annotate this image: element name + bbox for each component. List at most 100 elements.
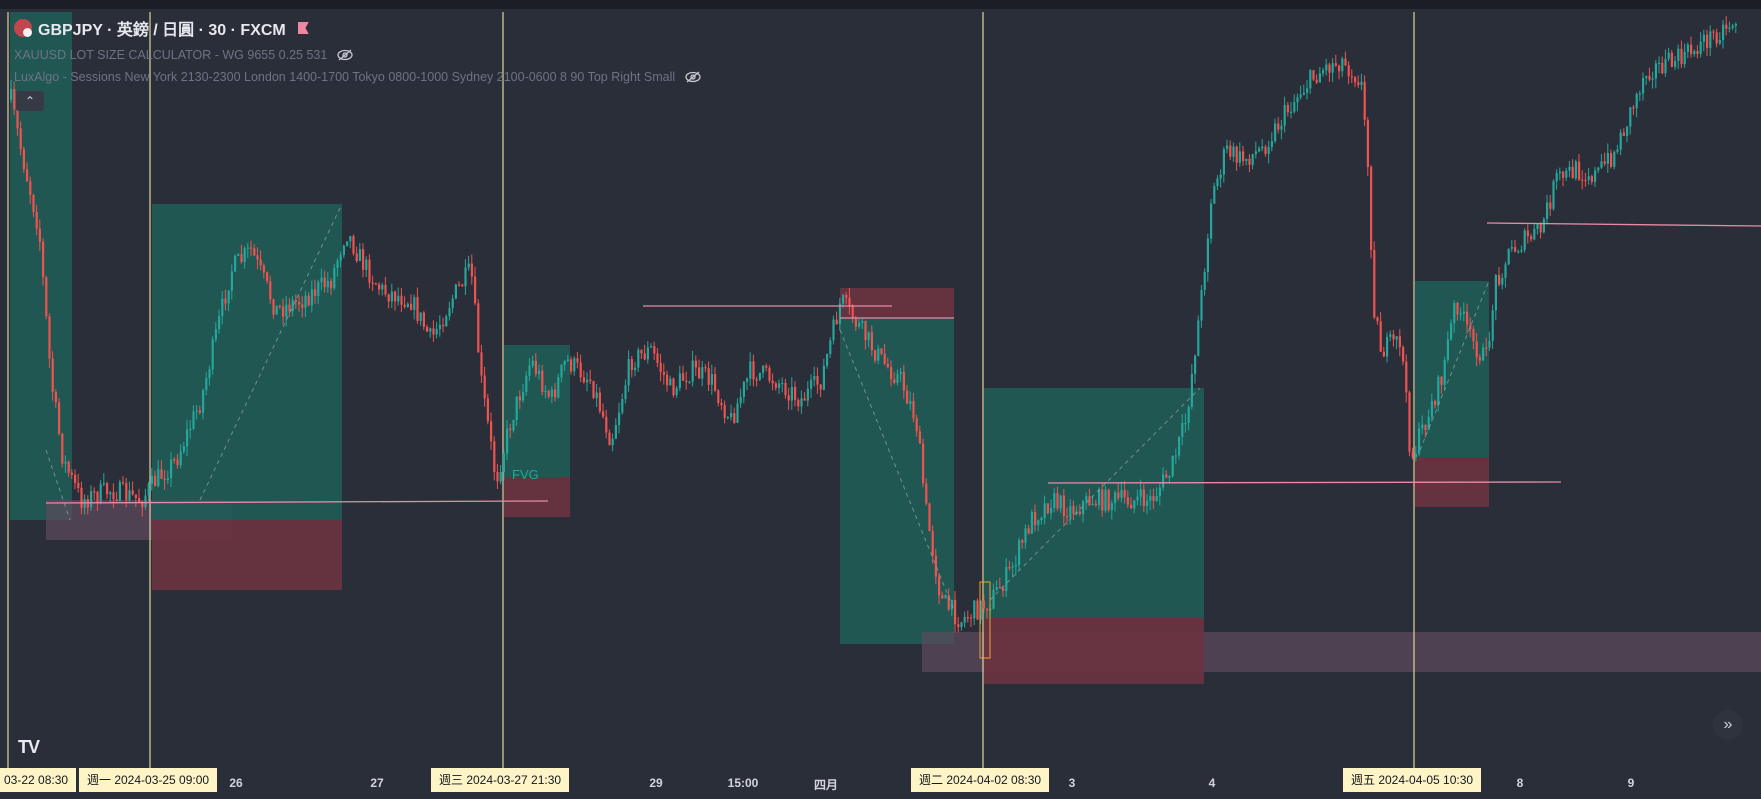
candle-body — [54, 391, 57, 403]
tradingview-logo[interactable]: TV — [18, 737, 40, 757]
candle-body — [1600, 161, 1603, 168]
candle-body — [1002, 588, 1005, 591]
candle-body — [355, 253, 358, 262]
candle-body — [205, 377, 208, 391]
candle-body — [1309, 70, 1312, 89]
time-axis[interactable]: 26 27 29 15:00 四月 3 4 8 9 03-22 08:30 週一… — [0, 768, 1761, 799]
candle-body — [912, 401, 915, 419]
candle-body — [282, 306, 285, 317]
candle-body — [678, 373, 681, 389]
position-boxes — [10, 12, 1761, 684]
candle-body — [845, 294, 848, 298]
collapse-legend-button[interactable]: ⌃ — [16, 91, 44, 111]
candle-body — [22, 148, 25, 170]
candle-body — [1325, 64, 1328, 71]
candle-body — [755, 379, 758, 381]
candle-body — [240, 254, 243, 262]
candle-body — [1610, 153, 1613, 167]
eye-off-icon[interactable] — [337, 49, 353, 61]
trade-line — [199, 203, 343, 501]
candle-body — [61, 433, 64, 464]
candle-body — [970, 617, 973, 619]
candle-body — [1229, 145, 1232, 157]
candle-body — [1402, 347, 1405, 362]
fvg-label: FVG — [512, 467, 539, 482]
candle-body — [1040, 517, 1043, 521]
candle-body — [1171, 455, 1174, 477]
candle-body — [234, 255, 237, 272]
candle-body — [80, 487, 83, 508]
candle-body — [1280, 125, 1283, 130]
candle-body — [262, 265, 265, 273]
candle-body — [1341, 58, 1344, 72]
candle-body — [1238, 151, 1241, 163]
candle-body — [397, 295, 400, 302]
candle-body — [931, 531, 934, 556]
candle-body — [470, 263, 473, 277]
candle-body — [557, 377, 560, 398]
candle-body — [707, 368, 710, 385]
candle-body — [166, 478, 169, 480]
candle-body — [1350, 76, 1353, 78]
candle-body — [538, 370, 541, 375]
candle-body — [403, 304, 406, 307]
candle-body — [819, 384, 822, 390]
candle-body — [822, 365, 825, 390]
candle-body — [1184, 422, 1187, 425]
candle-body — [701, 367, 704, 379]
candle-body — [336, 260, 339, 268]
candle-body — [48, 316, 51, 359]
candle-body — [1331, 63, 1334, 73]
candle-body — [1427, 416, 1430, 431]
candle-body — [944, 595, 947, 599]
candle-body — [243, 248, 246, 262]
candle-body — [346, 241, 349, 246]
candle-body — [675, 388, 678, 396]
candle-body — [710, 374, 713, 385]
scroll-to-realtime-button[interactable]: » — [1713, 710, 1743, 740]
candle-body — [608, 432, 611, 446]
candle-body — [480, 352, 483, 376]
candle-body — [16, 109, 19, 129]
pink-flag-icon[interactable] — [297, 22, 309, 34]
candle-body — [493, 441, 496, 472]
candle-body — [1491, 310, 1494, 341]
candle-body — [643, 353, 646, 360]
candle-body — [810, 379, 813, 389]
candle-body — [659, 362, 662, 372]
candle-body — [502, 453, 505, 472]
candle-body — [19, 128, 22, 149]
candle-body — [858, 322, 861, 327]
candle-body — [829, 340, 832, 355]
indicator-row-2[interactable]: LuxAlgo - Sessions New York 2130-2300 Lo… — [14, 70, 701, 84]
candle-body — [1139, 489, 1142, 497]
candle-body — [1510, 247, 1513, 249]
candle-body — [70, 472, 73, 475]
candle-body — [800, 398, 803, 407]
candle-body — [314, 289, 317, 296]
candle-body — [995, 587, 998, 590]
candle-body — [1690, 44, 1693, 55]
candle-body — [186, 429, 189, 447]
time-tick: 3 — [1068, 776, 1076, 790]
candle-body — [1622, 132, 1625, 136]
candle-body — [1050, 507, 1053, 514]
candle-body — [1578, 161, 1581, 180]
candle-body — [362, 249, 365, 270]
candle-body — [1376, 317, 1379, 322]
indicator-row-1[interactable]: XAUUSD LOT SIZE CALCULATOR - WG 9655 0.2… — [14, 48, 701, 62]
candle-body — [682, 373, 685, 381]
candle-body — [211, 339, 214, 370]
candle-body — [173, 459, 176, 461]
eye-off-icon[interactable] — [685, 71, 701, 83]
candle-body — [1373, 250, 1376, 318]
symbol-title-row[interactable]: GBPJPY · 英鎊 / 日圓 · 30 · FXCM — [14, 16, 701, 40]
candle-body — [1571, 166, 1574, 179]
candle-body — [906, 390, 909, 404]
candle-body — [1200, 290, 1203, 321]
candle-body — [1322, 70, 1325, 74]
candle-body — [714, 374, 717, 391]
candle-body — [1629, 107, 1632, 127]
crosshair-time-label: 週一 2024-03-25 09:00 — [79, 768, 218, 792]
